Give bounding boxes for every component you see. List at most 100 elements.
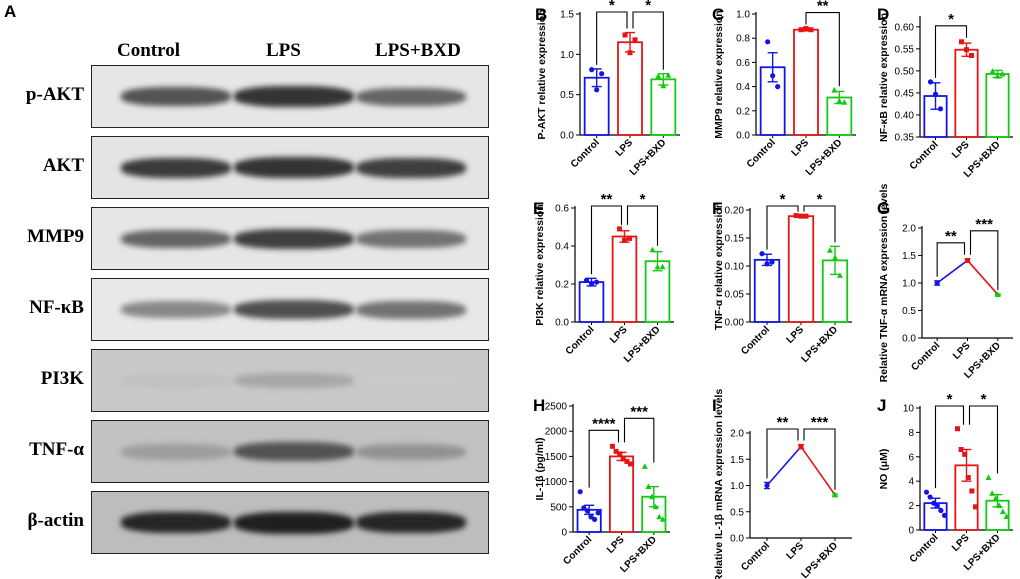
- data-point: [994, 72, 1001, 79]
- y-tick-label: 0.0: [736, 131, 750, 142]
- y-tick-label: 0.20: [725, 206, 745, 217]
- y-tick-label: 1000: [545, 477, 568, 488]
- y-tick-label: 0.05: [725, 290, 745, 301]
- data-point: [985, 474, 992, 480]
- y-tick-label: 0.5: [560, 90, 574, 101]
- data-point: [617, 226, 622, 232]
- significance-label: *: [780, 191, 786, 208]
- x-tick-label: LPS: [951, 340, 973, 362]
- western-blot-column-control: Control: [117, 40, 180, 61]
- data-point: [775, 84, 781, 90]
- data-point: [649, 493, 656, 500]
- y-axis-label: NO (μM): [878, 449, 890, 490]
- x-tick-label: Control: [569, 137, 602, 170]
- y-tick-label: 2000: [545, 427, 568, 438]
- western-blot-band: [356, 301, 466, 319]
- data-point: [628, 461, 633, 467]
- significance-bracket: [934, 25, 968, 78]
- significance-bracket: [803, 428, 836, 490]
- western-blot-band: [121, 444, 231, 460]
- data-point: [765, 39, 771, 45]
- significance-bracket: [588, 429, 620, 488]
- data-point: [832, 254, 838, 260]
- significance-label: **: [945, 228, 957, 245]
- western-blot-band: [121, 230, 231, 248]
- bar-lps: [617, 41, 643, 136]
- bar-lps-bxd: [985, 73, 1010, 138]
- data-point: [581, 505, 587, 511]
- significance-label: ***: [811, 414, 829, 431]
- x-tick-label: Control: [908, 532, 941, 565]
- western-blot-row-label: TNF-α: [29, 439, 84, 460]
- data-point: [969, 52, 974, 58]
- data-point: [764, 482, 770, 489]
- data-point: [923, 489, 930, 495]
- y-axis-label: IL-1β (pg/ml): [534, 438, 546, 501]
- data-point: [613, 448, 619, 454]
- y-tick-label: 4: [908, 477, 914, 488]
- y-tick-label: 0.35: [895, 133, 915, 144]
- significance-label: *: [609, 0, 615, 14]
- x-tick-label: Control: [561, 534, 594, 567]
- x-tick-label: Control: [909, 340, 942, 373]
- western-blot-row-label: PI3K: [40, 368, 84, 389]
- data-point: [583, 277, 590, 283]
- y-tick-label: 0.40: [895, 110, 915, 121]
- data-point: [654, 263, 661, 270]
- western-blot-row-label: p-AKT: [25, 84, 84, 105]
- western-blot-band: [121, 87, 231, 106]
- western-blot-column-lps-bxd: LPS+BXD: [375, 40, 461, 61]
- y-tick-label: 1.5: [560, 10, 574, 21]
- y-tick-label: 0.2: [555, 280, 569, 291]
- data-point: [932, 91, 939, 97]
- y-tick-label: 0.45: [895, 88, 915, 99]
- western-blot-strip: [91, 136, 489, 199]
- western-blot-strip: [91, 491, 489, 554]
- data-point: [989, 68, 996, 74]
- y-tick-label: 0.0: [555, 318, 569, 329]
- y-tick-label: 2: [908, 501, 914, 512]
- x-tick-label: LPS: [950, 139, 972, 161]
- data-point: [589, 67, 595, 73]
- significance-bracket: [934, 405, 965, 489]
- significance-bracket: [590, 205, 623, 275]
- western-blot-strip: [91, 65, 489, 128]
- panel-letter-d: D: [877, 5, 889, 24]
- data-point: [617, 451, 623, 457]
- bar-lps: [793, 28, 819, 136]
- significance-label: *: [640, 191, 646, 208]
- x-tick-label: Control: [564, 324, 597, 357]
- panel-letter-a: A: [4, 2, 17, 21]
- y-tick-label: 0.15: [725, 234, 745, 245]
- western-blot-row-label: AKT: [42, 155, 84, 176]
- panel-letter-b: B: [535, 5, 547, 24]
- panel-letter-c: C: [712, 5, 724, 24]
- y-axis-label: Relative IL-1β mRNA expression levels: [713, 389, 725, 579]
- y-tick-label: 1500: [545, 452, 568, 463]
- panel-letter-g: G: [877, 199, 890, 218]
- x-tick-label: LPS+BXD: [804, 137, 845, 178]
- western-blot-band: [234, 300, 354, 319]
- y-axis-label: NF-κB relative expression: [878, 13, 890, 142]
- x-tick-label: Control: [739, 540, 772, 573]
- data-point: [764, 261, 770, 267]
- western-blot-band: [121, 301, 231, 318]
- y-tick-label: 0.4: [555, 242, 569, 253]
- data-point: [989, 490, 996, 496]
- data-point: [798, 213, 804, 219]
- significance-bracket: [803, 205, 836, 243]
- western-blot-band: [234, 512, 354, 534]
- western-blot-band: [234, 442, 354, 461]
- western-blot-band: [121, 158, 231, 178]
- data-point: [770, 73, 776, 79]
- y-tick-label: 0.8: [736, 34, 750, 45]
- significance-label: ***: [975, 216, 993, 233]
- y-tick-label: 1.0: [736, 10, 750, 21]
- data-point: [958, 446, 964, 452]
- data-point: [594, 87, 600, 93]
- bar-control: [753, 258, 781, 323]
- data-point: [827, 247, 833, 253]
- significance-bracket: [969, 230, 999, 290]
- y-tick-label: 8: [908, 428, 914, 439]
